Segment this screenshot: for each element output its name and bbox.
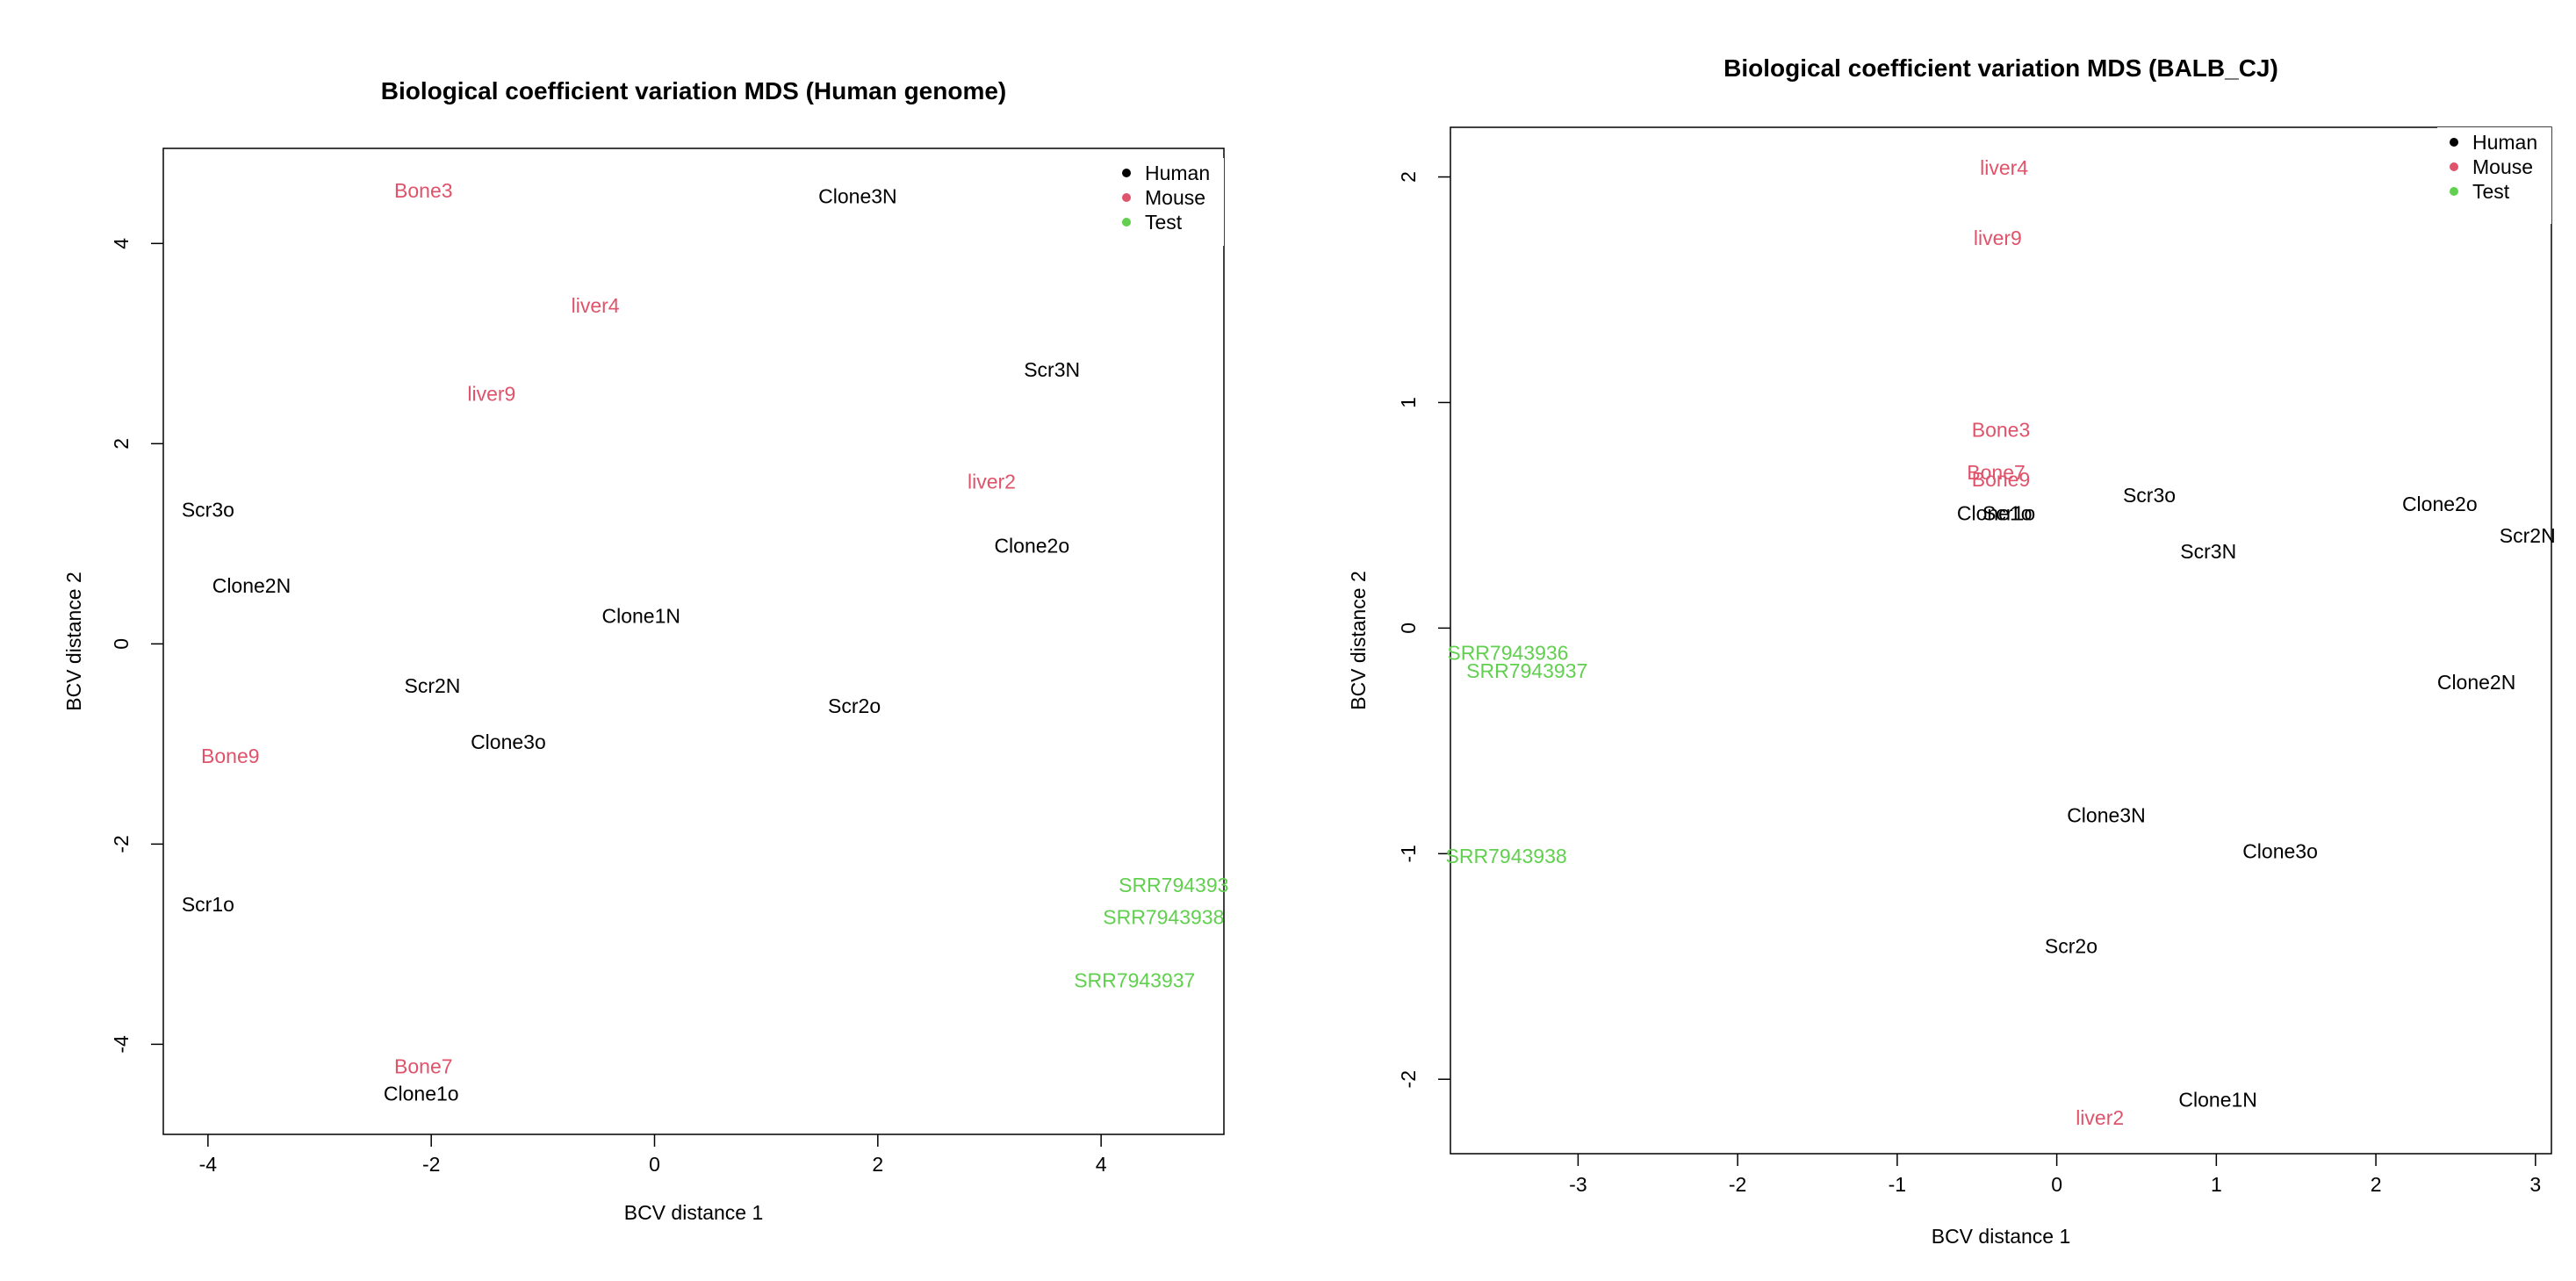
x-tick-label: -2 <box>1729 1173 1746 1196</box>
point-label: Scr1o <box>182 893 234 916</box>
point-label: Bone3 <box>1972 418 2031 441</box>
y-tick-label: 0 <box>1397 623 1420 634</box>
point-label: Scr1o <box>1982 501 2035 524</box>
point-label: Clone2N <box>212 574 291 597</box>
legend-entry: Mouse <box>2472 155 2533 178</box>
y-axis-label: BCV distance 2 <box>62 572 85 711</box>
point-label: SRR7943937 <box>1466 659 1587 682</box>
chart-human-genome: Biological coefficient variation MDS (Hu… <box>62 77 1228 1224</box>
x-axis-label: BCV distance 1 <box>624 1201 764 1224</box>
point-label: liver9 <box>467 382 515 405</box>
point-label: Clone3o <box>471 730 546 753</box>
point-label: Clone3o <box>2242 840 2318 863</box>
x-tick-label: 0 <box>2051 1173 2062 1196</box>
y-tick-label: 2 <box>1397 171 1420 183</box>
point-label: Clone1o <box>1957 501 2033 524</box>
point-label: Scr2o <box>2045 935 2097 958</box>
x-tick-label: 4 <box>1096 1153 1107 1176</box>
x-tick-label: 2 <box>872 1153 883 1176</box>
x-tick-label: -3 <box>1569 1173 1587 1196</box>
y-axis-label: BCV distance 2 <box>1347 571 1370 710</box>
legend-marker <box>1122 169 1131 177</box>
x-tick-label: 3 <box>2529 1173 2541 1196</box>
y-tick-label: -1 <box>1397 845 1420 862</box>
y-tick-label: -2 <box>1397 1070 1420 1088</box>
point-label: SRR794393 <box>1119 874 1228 896</box>
legend-marker <box>2450 162 2458 171</box>
y-tick-label: 2 <box>110 438 133 450</box>
x-tick-label: -4 <box>199 1153 218 1176</box>
point-label: Bone9 <box>1972 468 2031 491</box>
point-label: Bone7 <box>1967 461 2026 484</box>
point-label: SRR7943938 <box>1446 845 1567 867</box>
point-label: Scr3N <box>1024 358 1080 381</box>
y-tick-label: 4 <box>110 238 133 249</box>
point-label: liver4 <box>572 294 620 317</box>
y-tick-label: 1 <box>1397 397 1420 408</box>
y-tick-label: -2 <box>110 835 133 853</box>
plot-frame <box>1450 126 2552 1155</box>
point-label: Scr3o <box>182 499 234 522</box>
x-axis-label: BCV distance 1 <box>1932 1225 2071 1248</box>
chart-balb-cj: Biological coefficient variation MDS (BA… <box>1347 54 2556 1248</box>
point-label: SRR7943938 <box>1103 906 1224 929</box>
x-tick-label: 1 <box>2211 1173 2222 1196</box>
point-label: liver9 <box>1974 227 2022 249</box>
legend-entry: Human <box>1145 162 1210 184</box>
point-label: SRR7943937 <box>1074 968 1195 991</box>
point-label: Clone3N <box>2067 804 2146 827</box>
plot-frame <box>162 148 1225 1135</box>
point-label: Clone2o <box>994 535 1069 558</box>
point-label: liver4 <box>1980 156 2028 179</box>
x-tick-label: -1 <box>1889 1173 1906 1196</box>
legend-entry: Test <box>1145 211 1183 234</box>
point-label: Scr3o <box>2123 484 2176 507</box>
point-label: liver2 <box>2076 1106 2124 1129</box>
point-label: Clone2N <box>2437 671 2516 694</box>
x-tick-label: 0 <box>649 1153 660 1176</box>
legend-marker <box>2450 138 2458 147</box>
x-tick-label: -2 <box>422 1153 440 1176</box>
point-label: Scr2N <box>404 674 460 697</box>
legend-entry: Human <box>2472 131 2537 154</box>
point-label: Clone1o <box>384 1082 459 1105</box>
chart-title: Biological coefficient variation MDS (Hu… <box>381 77 1007 104</box>
point-label: Clone2o <box>2402 493 2478 515</box>
point-label: liver2 <box>968 471 1016 493</box>
point-label: Clone1N <box>601 604 680 627</box>
point-label: Bone9 <box>201 745 260 767</box>
legend-entry: Test <box>2472 180 2510 203</box>
legend-entry: Mouse <box>1145 186 1205 209</box>
point-label: SRR7943936 <box>1447 642 1568 665</box>
point-label: Clone1N <box>2178 1088 2257 1111</box>
x-tick-label: 2 <box>2371 1173 2382 1196</box>
point-label: Scr3N <box>2180 540 2236 563</box>
point-label: Bone3 <box>394 179 453 202</box>
y-tick-label: 0 <box>110 638 133 650</box>
legend-marker <box>2450 187 2458 196</box>
legend-marker <box>1122 218 1131 227</box>
point-label: Scr2o <box>828 694 881 717</box>
point-label: Scr2N <box>2500 524 2556 547</box>
chart-title: Biological coefficient variation MDS (BA… <box>1723 54 2278 82</box>
point-label: Bone7 <box>394 1054 453 1077</box>
y-tick-label: -4 <box>110 1035 133 1054</box>
point-label: Clone3N <box>818 185 897 208</box>
legend-marker <box>1122 193 1131 202</box>
